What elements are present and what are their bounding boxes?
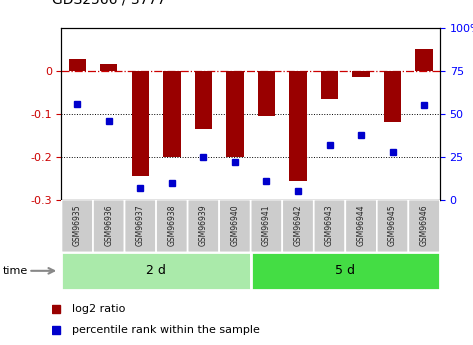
Text: GSM96939: GSM96939 (199, 204, 208, 246)
FancyBboxPatch shape (93, 199, 124, 253)
FancyBboxPatch shape (124, 199, 156, 253)
FancyBboxPatch shape (251, 199, 282, 253)
Bar (226, 71, 244, 157)
Bar (251, 252, 440, 290)
Text: GSM96942: GSM96942 (293, 204, 303, 246)
Text: GSM96943: GSM96943 (325, 204, 334, 246)
Bar (163, 71, 181, 157)
Bar (61, 252, 251, 290)
Text: log2 ratio: log2 ratio (72, 304, 125, 314)
FancyBboxPatch shape (377, 199, 408, 253)
Text: 5 d: 5 d (335, 264, 355, 277)
Text: GSM96940: GSM96940 (230, 204, 239, 246)
Bar (352, 71, 370, 77)
Text: 2 d: 2 d (146, 264, 166, 277)
FancyBboxPatch shape (282, 199, 314, 253)
FancyBboxPatch shape (314, 199, 345, 253)
Bar (69, 59, 86, 71)
Bar (289, 71, 307, 181)
FancyBboxPatch shape (408, 199, 440, 253)
Text: GSM96941: GSM96941 (262, 204, 271, 246)
Text: GSM96935: GSM96935 (73, 204, 82, 246)
Text: GDS2566 / 3777: GDS2566 / 3777 (52, 0, 166, 7)
Bar (321, 71, 338, 99)
Text: GSM96936: GSM96936 (104, 204, 114, 246)
FancyBboxPatch shape (61, 199, 93, 253)
Text: time: time (2, 266, 27, 276)
FancyBboxPatch shape (219, 199, 251, 253)
Text: GSM96946: GSM96946 (420, 204, 429, 246)
Bar (131, 71, 149, 176)
Bar (100, 64, 117, 71)
Bar (258, 71, 275, 116)
Bar (384, 71, 401, 122)
Bar (195, 71, 212, 129)
FancyBboxPatch shape (156, 199, 188, 253)
Text: percentile rank within the sample: percentile rank within the sample (72, 325, 260, 335)
FancyBboxPatch shape (188, 199, 219, 253)
Text: GSM96938: GSM96938 (167, 204, 176, 246)
Bar (415, 49, 433, 71)
Text: GSM96945: GSM96945 (388, 204, 397, 246)
Text: GSM96944: GSM96944 (357, 204, 366, 246)
Text: GSM96937: GSM96937 (136, 204, 145, 246)
FancyBboxPatch shape (345, 199, 377, 253)
